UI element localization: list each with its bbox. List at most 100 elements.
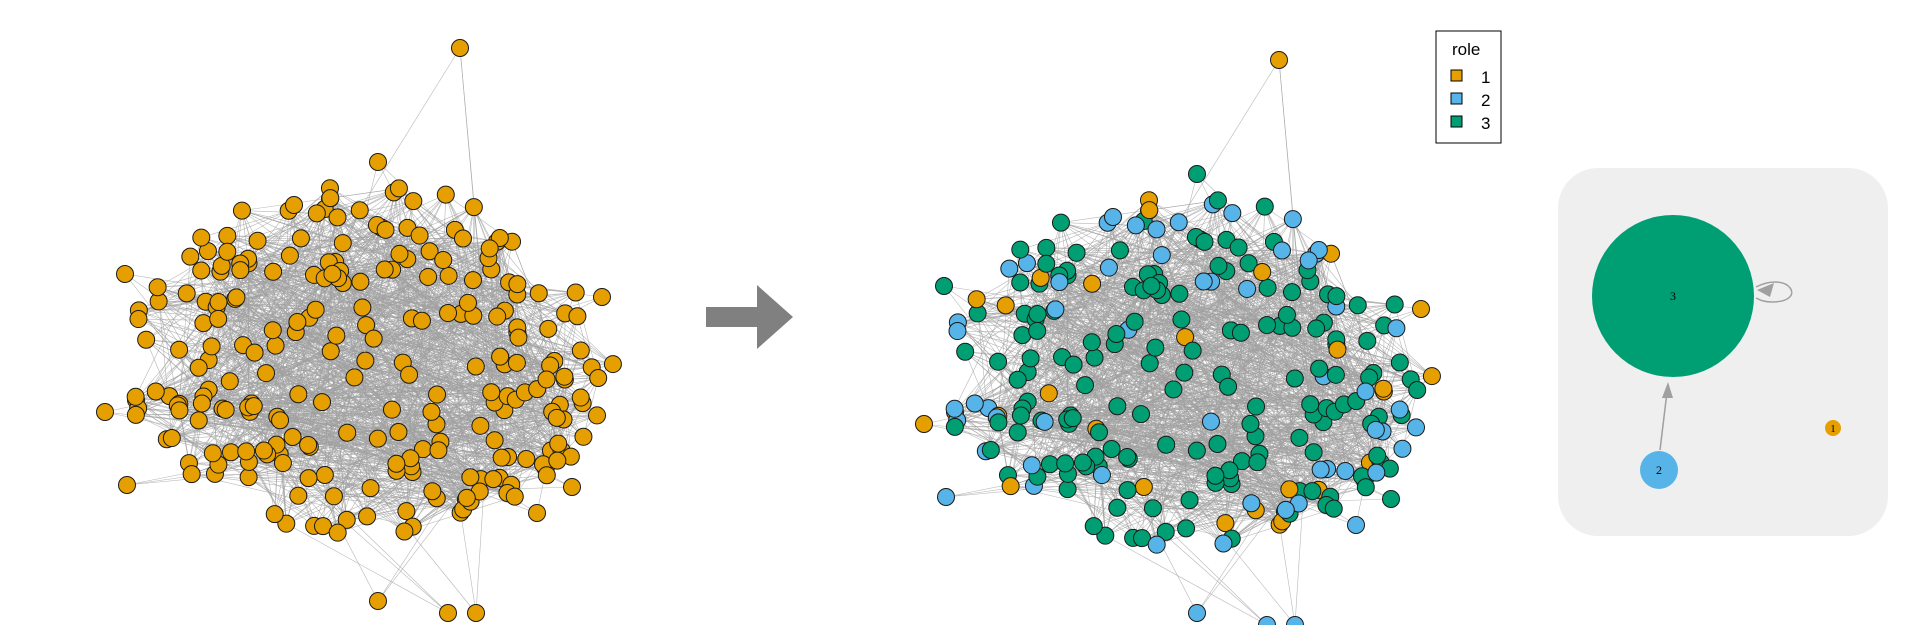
left-network-node [209, 293, 228, 312]
middle-network-node [1327, 287, 1346, 306]
left-network-edge [337, 251, 430, 533]
left-network-edge [135, 293, 187, 397]
middle-network-node [1170, 284, 1189, 303]
middle-network-edge [1070, 308, 1422, 416]
middle-network-node [1107, 324, 1126, 343]
middle-network-node [1258, 278, 1277, 297]
left-network-edge [408, 313, 462, 375]
left-network-edge [218, 257, 489, 465]
left-network-edge [245, 345, 276, 452]
middle-network-node [1206, 466, 1225, 485]
middle-network-node [1067, 243, 1086, 262]
middle-network-node [1169, 213, 1188, 232]
left-network-node [593, 288, 611, 306]
middle-network-node [1303, 482, 1322, 501]
left-network-edge [328, 262, 368, 517]
left-network-node [368, 429, 387, 448]
middle-network-edge [1070, 386, 1229, 416]
left-network-node [353, 298, 372, 317]
middle-network-node [1035, 412, 1054, 431]
middle-network-node [1282, 283, 1301, 302]
left-network-node [307, 204, 326, 223]
middle-network-node [1011, 273, 1030, 292]
middle-network-edge [1094, 357, 1311, 405]
left-network-node [218, 226, 237, 245]
left-network-node [404, 192, 423, 211]
left-network-node [471, 416, 490, 435]
left-network-node [327, 326, 346, 345]
left-network-edge [240, 269, 337, 336]
middle-network-node [1058, 480, 1077, 499]
middle-network-node [1422, 367, 1441, 386]
middle-network-node [935, 277, 953, 295]
left-network-node [397, 502, 416, 521]
left-network-node [428, 385, 447, 404]
middle-network-edge [1147, 274, 1187, 529]
left-network-node [324, 487, 343, 506]
left-network-edge [328, 262, 379, 439]
left-network-edge [408, 312, 449, 375]
left-network-nodes [96, 39, 622, 622]
left-network-node [369, 592, 387, 610]
middle-network-node [1118, 481, 1137, 500]
left-network-node [485, 431, 504, 450]
left-network-node [382, 400, 401, 419]
middle-network-node [1126, 216, 1145, 235]
middle-network-nodes [915, 51, 1441, 625]
left-network-edge [251, 296, 603, 404]
middle-network-node [996, 296, 1015, 315]
left-network-node [264, 262, 283, 281]
middle-network-node [1143, 499, 1162, 518]
left-network-edge [279, 350, 581, 421]
middle-network-node [1156, 522, 1175, 541]
middle-network-edge [1020, 294, 1329, 416]
middle-network-node [1229, 238, 1248, 257]
middle-network-node [1110, 241, 1129, 260]
left-network-node [221, 443, 240, 462]
middle-network-node [1310, 359, 1329, 378]
middle-network-node [1356, 478, 1375, 497]
left-network-edge [171, 271, 274, 439]
left-network-edge [218, 208, 325, 303]
left-network-node [509, 328, 528, 347]
middle-network-node [1177, 519, 1196, 538]
left-network-node [350, 201, 369, 220]
middle-network-node [1299, 251, 1318, 270]
middle-network-node [1085, 348, 1104, 367]
middle-network-node [1326, 365, 1345, 384]
left-network-node [248, 231, 267, 250]
left-network-edge [322, 282, 344, 527]
middle-network-node [937, 488, 955, 506]
left-network-node [189, 358, 208, 377]
left-network-node [216, 400, 235, 419]
left-network-node [351, 272, 370, 291]
middle-network-node [1286, 616, 1304, 625]
left-network-edge [286, 523, 449, 614]
middle-network-edge [976, 299, 992, 451]
middle-network-node [1152, 246, 1171, 265]
middle-network-node [915, 415, 933, 433]
left-network-edge [248, 476, 315, 527]
middle-network-node [1358, 331, 1377, 350]
left-network-edge [526, 316, 578, 460]
left-network-edge [337, 200, 414, 218]
left-network-node [505, 487, 524, 506]
left-network-node [289, 385, 308, 404]
left-network-edge [166, 401, 323, 440]
left-network-edge [385, 229, 471, 502]
left-network-edge [377, 313, 566, 602]
left-network-node [549, 434, 568, 453]
left-network-node [116, 265, 134, 283]
left-network-node [375, 260, 394, 279]
left-network-node [466, 357, 485, 376]
middle-network-edge [1185, 414, 1402, 529]
middle-network-edge [1067, 488, 1134, 539]
middle-network-edge [1161, 254, 1337, 376]
middle-network-node [1276, 500, 1295, 519]
left-network-edge [275, 345, 492, 393]
left-network-edge [227, 235, 329, 263]
middle-network-node [981, 441, 1000, 460]
left-network-edge [499, 237, 538, 390]
middle-network-node [1347, 516, 1365, 534]
left-network-node [203, 444, 222, 463]
